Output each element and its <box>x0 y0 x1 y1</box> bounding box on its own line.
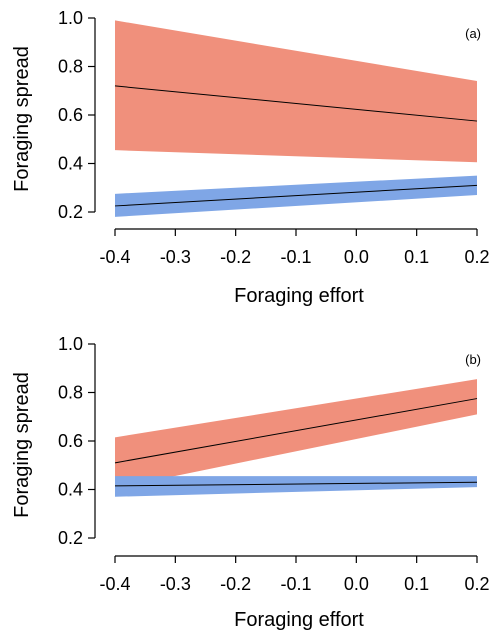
y-tick-label: 0.6 <box>58 431 83 451</box>
x-tick-label: -0.4 <box>99 247 130 267</box>
x-tick-label: 0.2 <box>464 574 489 594</box>
panel-label: (a) <box>465 26 481 41</box>
y-tick-label: 0.8 <box>58 57 83 77</box>
fit-line-1 <box>114 481 478 487</box>
panel-b: 0.2 0.4 0.6 0.8 1.0 -0.4 -0.3 -0.2 -0.1 0.0 0.1 0.2… <box>11 334 490 630</box>
y-tick-label: 0.4 <box>58 154 83 174</box>
y-tick-label: 0.2 <box>58 202 83 222</box>
x-tick-label: 0.1 <box>404 574 429 594</box>
x-tick-label: -0.3 <box>160 247 191 267</box>
x-tick-label: -0.3 <box>160 574 191 594</box>
y-tick-label: 0.8 <box>58 383 83 403</box>
x-tick-label: -0.2 <box>220 247 251 267</box>
y-tick-label: 0.4 <box>58 480 83 500</box>
fit-line-0 <box>114 398 478 464</box>
x-axis-title: Foraging effort <box>234 609 364 630</box>
x-tick-label: 0.2 <box>464 247 489 267</box>
confidence-band-1 <box>115 175 477 217</box>
fit-line-0 <box>114 85 478 122</box>
y-tick-label: 1.0 <box>58 8 83 28</box>
y-tick-label: 1.0 <box>58 334 83 354</box>
x-tick-label: 0.0 <box>344 247 369 267</box>
confidence-band-0 <box>115 20 477 163</box>
x-axis-title: Foraging effort <box>234 285 364 307</box>
confidence-band-1 <box>115 476 477 497</box>
x-tick-label: 0.1 <box>404 247 429 267</box>
x-tick-label: -0.4 <box>99 574 130 594</box>
y-axis-title: Foraging spread <box>11 46 33 192</box>
panel-label: (b) <box>465 352 481 367</box>
x-tick-label: 0.0 <box>344 574 369 594</box>
x-tick-label: -0.2 <box>220 574 251 594</box>
y-tick-label: 0.6 <box>58 105 83 125</box>
panel-a: 0.2 0.4 0.6 0.8 1.0 -0.4 -0.3 -0.2 -0.1 0.0 0.1 0.2… <box>11 8 490 307</box>
x-tick-label: -0.1 <box>280 247 311 267</box>
fit-line-1 <box>114 184 478 207</box>
x-tick-label: -0.1 <box>280 574 311 594</box>
y-tick-label: 0.2 <box>58 528 83 548</box>
y-axis-title: Foraging spread <box>11 372 33 518</box>
confidence-band-0 <box>115 379 477 489</box>
